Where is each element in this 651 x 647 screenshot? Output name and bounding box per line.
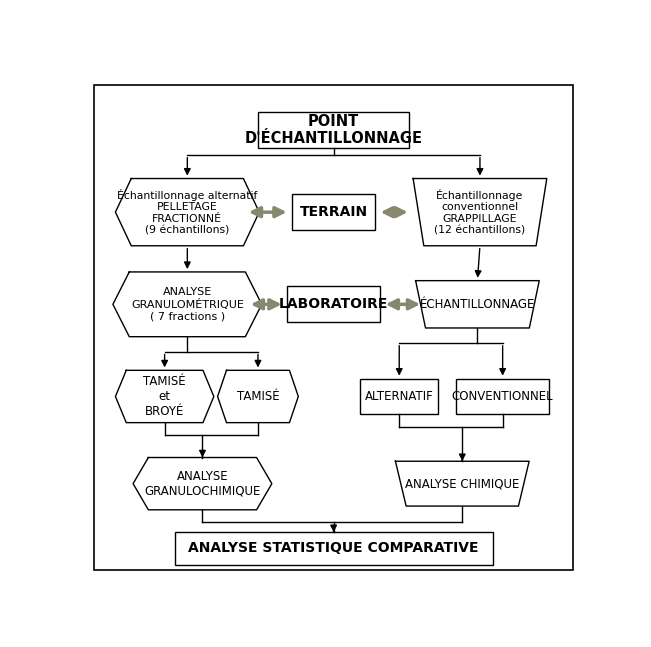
Text: ANALYSE
GRANULOMÉTRIQUE
( 7 fractions ): ANALYSE GRANULOMÉTRIQUE ( 7 fractions ) xyxy=(131,287,243,322)
Text: ANALYSE
GRANULOCHIMIQUE: ANALYSE GRANULOCHIMIQUE xyxy=(145,470,260,498)
Polygon shape xyxy=(413,179,547,246)
Bar xyxy=(174,532,493,565)
Polygon shape xyxy=(113,272,262,336)
Polygon shape xyxy=(115,179,259,246)
Polygon shape xyxy=(415,281,539,328)
Text: ANALYSE STATISTIQUE COMPARATIVE: ANALYSE STATISTIQUE COMPARATIVE xyxy=(188,542,479,555)
Text: ANALYSE CHIMIQUE: ANALYSE CHIMIQUE xyxy=(405,477,519,490)
Bar xyxy=(287,287,380,322)
Text: TAMISÉ: TAMISÉ xyxy=(237,390,279,403)
Text: CONVENTIONNEL: CONVENTIONNEL xyxy=(452,390,553,403)
Text: Échantillonnage alternatif
PELLETAGE
FRACTIONNÉ
(9 échantillons): Échantillonnage alternatif PELLETAGE FRA… xyxy=(117,189,258,236)
Polygon shape xyxy=(217,370,298,422)
Polygon shape xyxy=(133,457,272,510)
Text: LABORATOIRE: LABORATOIRE xyxy=(279,298,389,311)
Bar xyxy=(456,378,549,415)
Text: TERRAIN: TERRAIN xyxy=(299,205,368,219)
Text: POINT
D'ÉCHANTILLONNAGE: POINT D'ÉCHANTILLONNAGE xyxy=(245,114,422,146)
Text: Échantillonnage
conventionnel
GRAPPILLAGE
(12 échantillons): Échantillonnage conventionnel GRAPPILLAG… xyxy=(434,189,525,236)
Text: ÉCHANTILLONNAGE: ÉCHANTILLONNAGE xyxy=(420,298,535,311)
Text: ALTERNATIF: ALTERNATIF xyxy=(365,390,434,403)
Bar xyxy=(258,112,409,148)
Bar xyxy=(360,378,438,415)
Bar xyxy=(292,194,375,230)
Polygon shape xyxy=(115,370,214,422)
Text: TAMISÉ
et
BROYÉ: TAMISÉ et BROYÉ xyxy=(143,375,186,418)
Polygon shape xyxy=(395,461,529,506)
